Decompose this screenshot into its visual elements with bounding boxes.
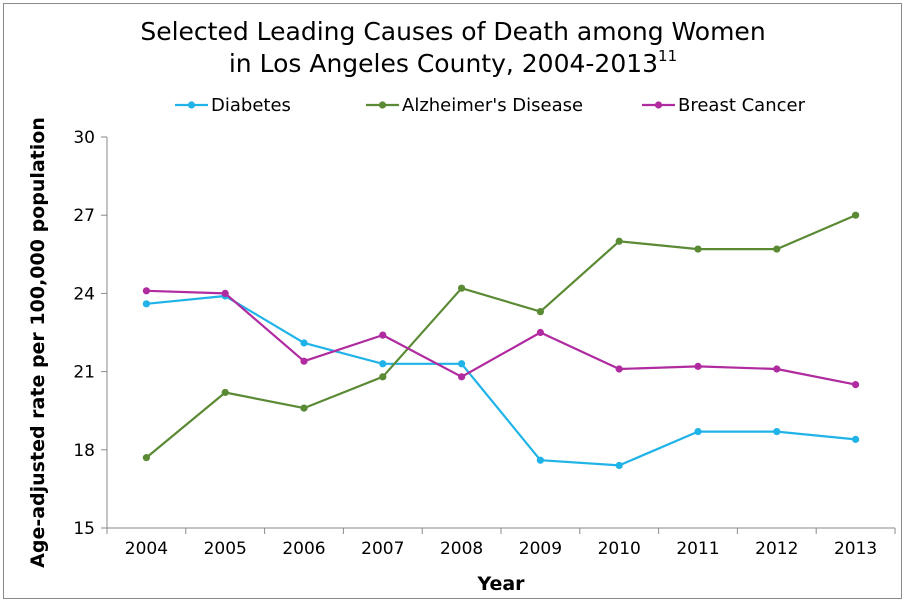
chart-title-line-1: Selected Leading Causes of Death among W… — [140, 17, 766, 46]
data-point — [536, 308, 545, 316]
data-point — [458, 373, 466, 381]
data-point — [773, 365, 781, 373]
x-tick-label: 2011 — [676, 539, 719, 559]
data-point — [536, 328, 545, 337]
legend-marker-2 — [654, 101, 663, 109]
data-point — [694, 245, 702, 253]
data-point — [615, 237, 623, 245]
chart-title-line-2: in Los Angeles County, 2004-201311 — [228, 47, 678, 79]
data-point — [221, 289, 229, 297]
data-point — [379, 331, 387, 339]
data-point — [773, 427, 781, 436]
data-point — [536, 456, 545, 464]
data-point — [852, 435, 860, 443]
data-point — [142, 300, 150, 308]
data-point — [773, 245, 781, 253]
y-tick-label: 21 — [73, 363, 95, 383]
data-point — [458, 360, 466, 368]
legend-marker-0 — [187, 101, 196, 109]
y-tick-label: 18 — [73, 441, 95, 461]
data-point — [379, 360, 387, 368]
data-point — [300, 357, 308, 365]
data-point — [458, 284, 466, 292]
x-tick-label: 2009 — [519, 539, 562, 559]
legend-label-1: Alzheimer's Disease — [402, 95, 583, 116]
title-superscript: 11 — [658, 47, 678, 65]
x-tick-label: 2005 — [204, 539, 247, 559]
x-axis-title: Year — [476, 573, 525, 595]
x-tick-label: 2004 — [125, 539, 168, 559]
data-point — [300, 404, 308, 412]
x-tick-label: 2012 — [755, 539, 798, 559]
legend-marker-1 — [378, 101, 387, 109]
data-point — [852, 211, 860, 219]
y-axis-title: Age-adjusted rate per 100,000 population — [27, 117, 49, 568]
x-tick-label: 2013 — [834, 539, 877, 559]
x-tick-label: 2008 — [440, 539, 483, 559]
y-tick-label: 27 — [73, 206, 95, 226]
series-line-2 — [146, 289, 856, 386]
data-point — [142, 454, 150, 462]
data-point — [694, 362, 702, 370]
data-point — [852, 381, 860, 389]
y-tick-label: 30 — [73, 128, 95, 148]
data-point — [300, 339, 308, 347]
data-point — [142, 287, 150, 295]
series-line-1 — [145, 214, 857, 459]
data-point — [615, 461, 623, 470]
data-point — [694, 427, 702, 436]
data-point — [221, 388, 229, 397]
y-tick-label: 15 — [73, 519, 95, 539]
x-tick-label: 2010 — [598, 539, 641, 559]
data-point — [379, 373, 387, 381]
x-tick-label: 2007 — [361, 539, 404, 559]
x-tick-label: 2006 — [282, 539, 325, 559]
legend-label-2: Breast Cancer — [678, 95, 806, 116]
chart-frame — [3, 3, 902, 599]
legend-label-0: Diabetes — [211, 95, 291, 116]
y-tick-label: 24 — [73, 284, 95, 304]
data-point — [615, 365, 623, 373]
series-line-0 — [146, 294, 856, 467]
